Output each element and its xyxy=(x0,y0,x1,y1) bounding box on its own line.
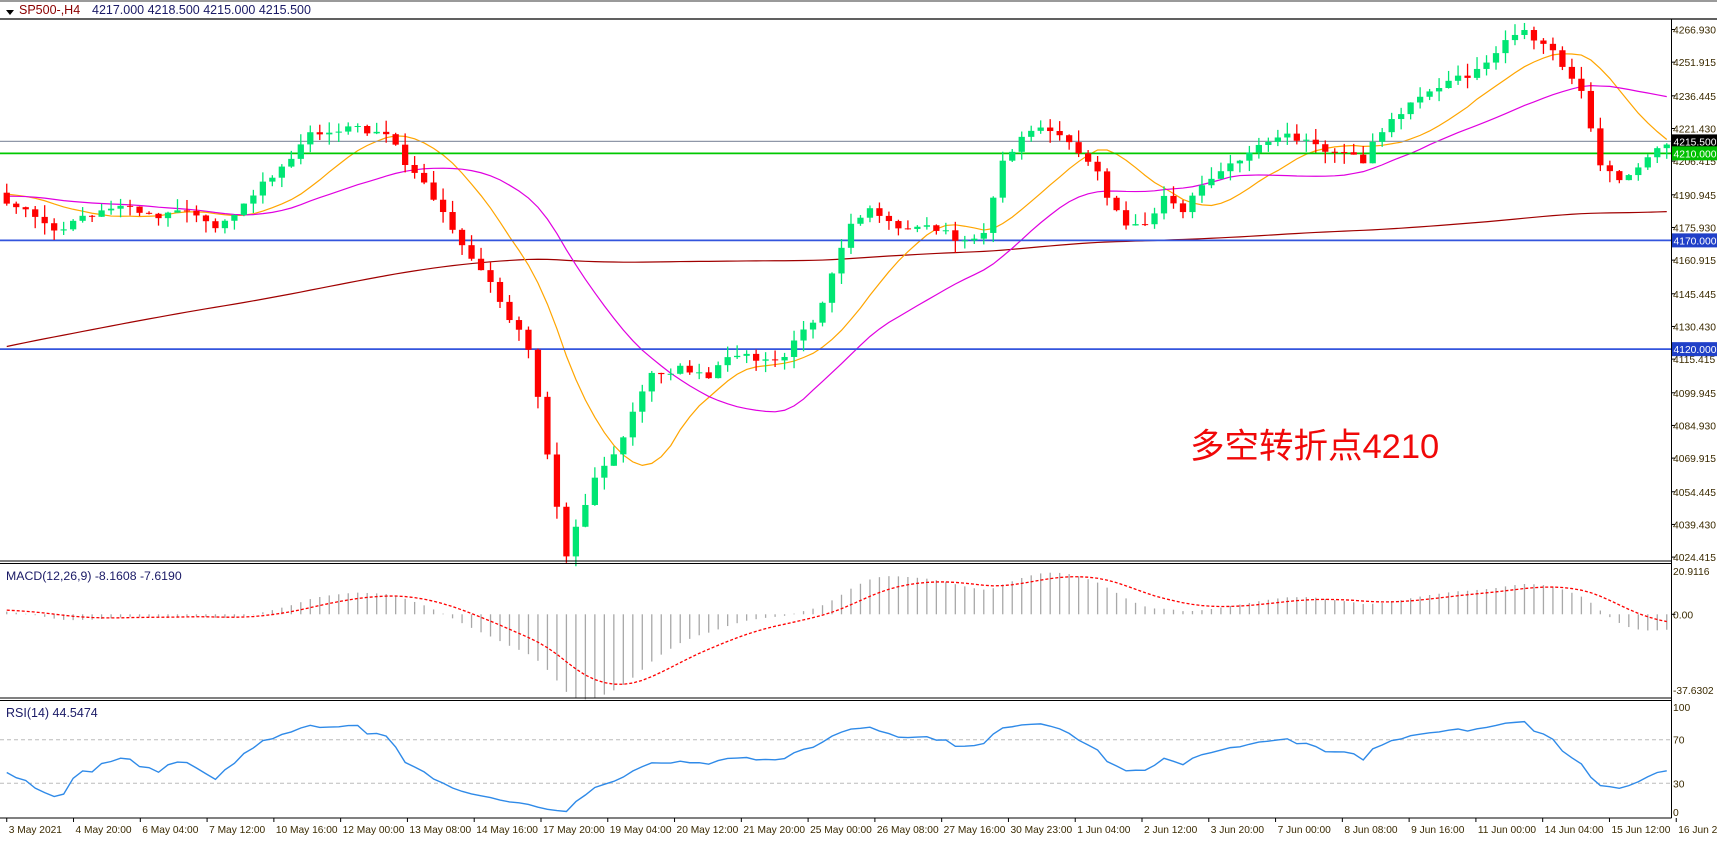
svg-text:4039.430: 4039.430 xyxy=(1673,520,1716,531)
svg-text:10 May 16:00: 10 May 16:00 xyxy=(276,825,338,836)
svg-text:4160.915: 4160.915 xyxy=(1673,256,1716,267)
svg-text:4054.445: 4054.445 xyxy=(1673,488,1716,499)
svg-text:7 Jun 00:00: 7 Jun 00:00 xyxy=(1278,825,1332,836)
svg-text:19 May 04:00: 19 May 04:00 xyxy=(610,825,672,836)
svg-text:30: 30 xyxy=(1673,779,1685,790)
svg-text:4190.945: 4190.945 xyxy=(1673,191,1716,202)
svg-text:0: 0 xyxy=(1673,808,1679,819)
svg-text:4120.000: 4120.000 xyxy=(1674,345,1717,356)
svg-text:70: 70 xyxy=(1673,736,1685,747)
svg-text:MACD(12,26,9) -8.1608 -7.6190: MACD(12,26,9) -8.1608 -7.6190 xyxy=(6,569,182,583)
svg-text:4024.415: 4024.415 xyxy=(1673,553,1716,564)
svg-text:多空转折点4210: 多空转折点4210 xyxy=(1190,428,1439,466)
svg-text:21 May 20:00: 21 May 20:00 xyxy=(743,825,805,836)
svg-text:13 May 08:00: 13 May 08:00 xyxy=(409,825,471,836)
svg-text:4069.915: 4069.915 xyxy=(1673,454,1716,465)
svg-text:12 May 00:00: 12 May 00:00 xyxy=(343,825,405,836)
svg-text:100: 100 xyxy=(1673,703,1690,714)
svg-text:4115.415: 4115.415 xyxy=(1673,355,1715,366)
svg-text:3 Jun 20:00: 3 Jun 20:00 xyxy=(1211,825,1265,836)
svg-text:17 May 20:00: 17 May 20:00 xyxy=(543,825,605,836)
svg-text:2 Jun 12:00: 2 Jun 12:00 xyxy=(1144,825,1198,836)
svg-text:3 May 2021: 3 May 2021 xyxy=(9,825,63,836)
svg-text:30 May 23:00: 30 May 23:00 xyxy=(1010,825,1072,836)
svg-text:-37.6302: -37.6302 xyxy=(1673,686,1714,697)
svg-text:0.00: 0.00 xyxy=(1673,610,1693,621)
svg-text:4170.000: 4170.000 xyxy=(1674,236,1717,247)
svg-text:15 Jun 12:00: 15 Jun 12:00 xyxy=(1611,825,1670,836)
svg-text:25 May 00:00: 25 May 00:00 xyxy=(810,825,872,836)
svg-text:8 Jun 08:00: 8 Jun 08:00 xyxy=(1344,825,1398,836)
svg-text:20.9116: 20.9116 xyxy=(1673,567,1710,578)
svg-text:4217.000 4218.500 4215.000 421: 4217.000 4218.500 4215.000 4215.500 xyxy=(92,3,311,17)
svg-text:26 May 08:00: 26 May 08:00 xyxy=(877,825,939,836)
svg-text:6 May 04:00: 6 May 04:00 xyxy=(142,825,198,836)
svg-text:11 Jun 00:00: 11 Jun 00:00 xyxy=(1478,825,1536,836)
svg-text:14 May 16:00: 14 May 16:00 xyxy=(476,825,538,836)
svg-text:16 Jun 20:00: 16 Jun 20:00 xyxy=(1678,825,1717,836)
svg-text:4145.445: 4145.445 xyxy=(1673,290,1716,301)
svg-text:4210.000: 4210.000 xyxy=(1674,149,1717,160)
svg-text:14 Jun 04:00: 14 Jun 04:00 xyxy=(1545,825,1604,836)
svg-text:7 May 12:00: 7 May 12:00 xyxy=(209,825,265,836)
svg-text:4266.930: 4266.930 xyxy=(1673,26,1716,37)
svg-text:4251.915: 4251.915 xyxy=(1673,58,1716,69)
svg-text:20 May 12:00: 20 May 12:00 xyxy=(677,825,739,836)
svg-text:4221.430: 4221.430 xyxy=(1673,124,1716,135)
svg-text:4084.930: 4084.930 xyxy=(1673,421,1716,432)
svg-text:4175.930: 4175.930 xyxy=(1673,223,1716,234)
svg-text:4099.945: 4099.945 xyxy=(1673,389,1716,400)
svg-text:RSI(14) 44.5474: RSI(14) 44.5474 xyxy=(6,706,98,720)
svg-text:4 May 20:00: 4 May 20:00 xyxy=(76,825,132,836)
svg-text:SP500-,H4: SP500-,H4 xyxy=(19,3,80,17)
svg-text:1 Jun 04:00: 1 Jun 04:00 xyxy=(1077,825,1131,836)
svg-text:27 May 16:00: 27 May 16:00 xyxy=(944,825,1006,836)
svg-text:4236.445: 4236.445 xyxy=(1673,92,1716,103)
svg-text:9 Jun 16:00: 9 Jun 16:00 xyxy=(1411,825,1465,836)
svg-text:4130.430: 4130.430 xyxy=(1673,322,1716,333)
